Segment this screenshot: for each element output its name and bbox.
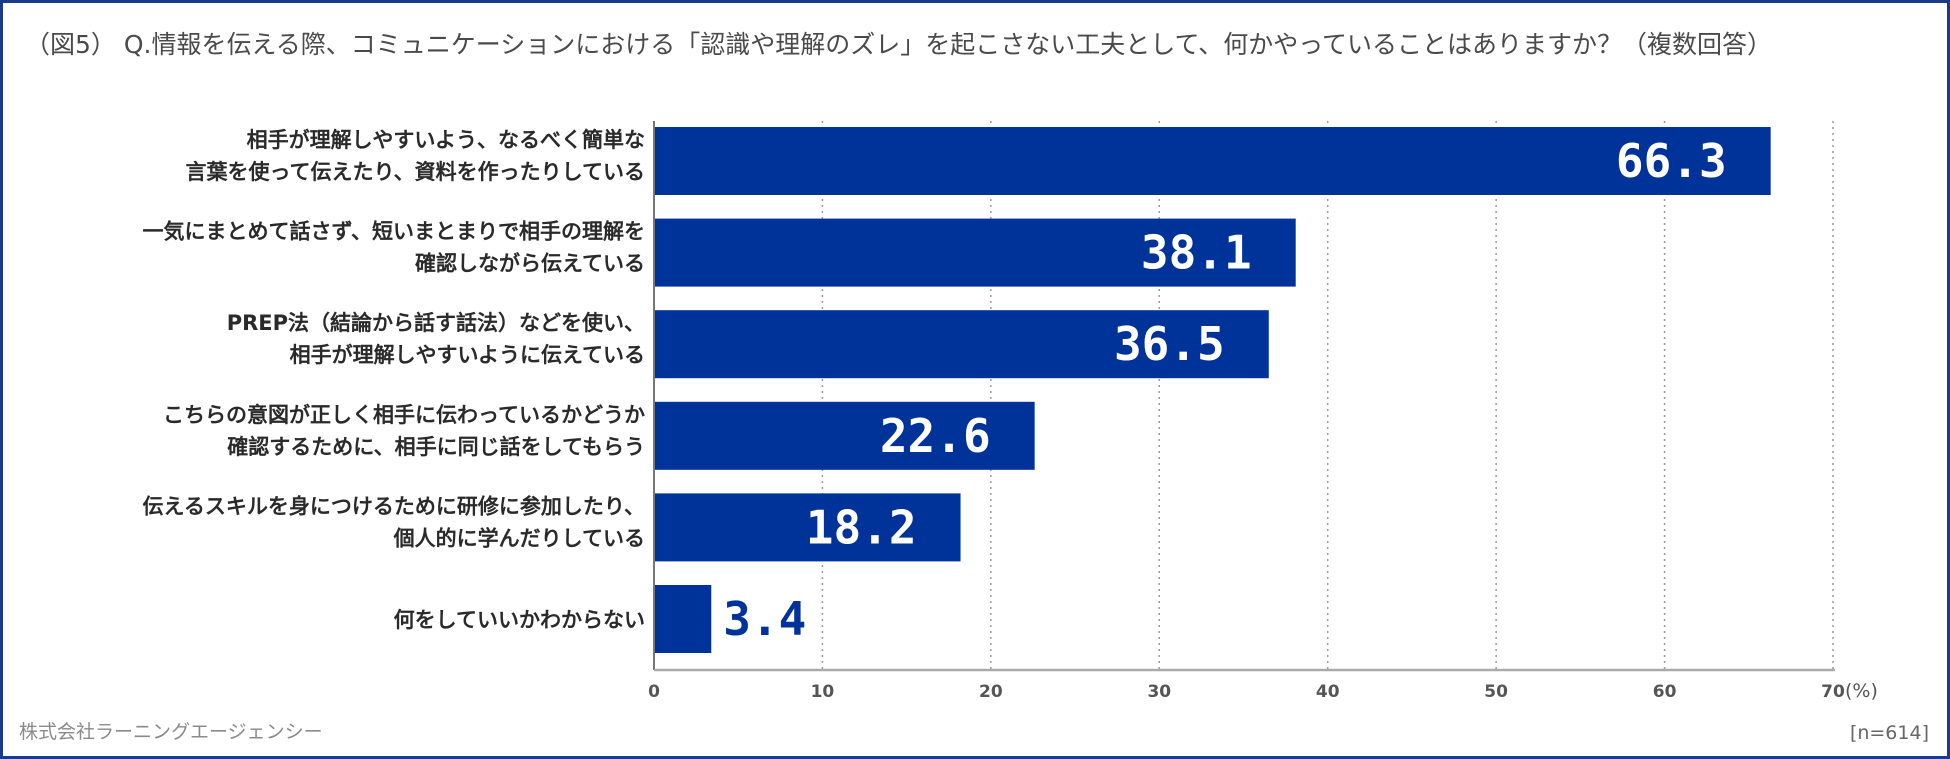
- data-label: 18.2: [806, 500, 917, 554]
- bar: [654, 401, 1035, 470]
- data-label: 36.5: [1114, 317, 1225, 371]
- category-label: 言葉を使って伝えたり、資料を作ったりしている: [186, 160, 645, 184]
- category-label: 一気にまとめて話さず、短いまとまりで相手の理解を: [142, 220, 645, 244]
- category-label: 伝えるスキルを身につけるために研修に参加したり、: [142, 494, 645, 518]
- tick-label: 0: [648, 682, 660, 702]
- bar: [654, 493, 961, 562]
- data-label: 38.1: [1141, 226, 1252, 280]
- category-label: 相手が理解しやすいように伝えている: [290, 343, 645, 367]
- tick-label: 70: [1821, 682, 1845, 702]
- bar: [654, 310, 1269, 379]
- bar-chart: 66.3 相手が理解しやすいよう、なるべく簡単な言葉を使って伝えたり、資料を作った…: [142, 121, 1878, 702]
- data-label: 3.4: [723, 592, 806, 646]
- company-name: 株式会社ラーニングエージェンシー: [19, 721, 323, 743]
- category-label: PREP法（結論から話す話法）などを使い、: [227, 311, 645, 335]
- category-label: 個人的に学んだりしている: [393, 526, 645, 550]
- tick-label: 10: [811, 682, 835, 702]
- bar: [654, 218, 1296, 287]
- tick-label: 20: [979, 682, 1003, 702]
- bar: [654, 127, 1771, 195]
- category-label: 確認しながら伝えている: [415, 252, 645, 276]
- chart-title: （図5） Q.情報を伝える際、コミュニケーションにおける「認識や理解のズレ」を起…: [25, 30, 1772, 59]
- data-label: 66.3: [1616, 134, 1727, 188]
- data-label: 22.6: [880, 409, 991, 463]
- unit-label: (%): [1845, 680, 1878, 702]
- category-label: 確認するために、相手に同じ話をしてもらう: [227, 435, 645, 459]
- category-label: 相手が理解しやすいよう、なるべく簡単な: [247, 128, 645, 152]
- tick-label: 30: [1147, 682, 1171, 702]
- tick-label: 60: [1653, 682, 1677, 702]
- tick-label: 40: [1316, 682, 1340, 702]
- category-label: こちらの意図が正しく相手に伝わっているかどうか: [163, 403, 645, 427]
- tick-label: 50: [1484, 682, 1508, 702]
- bar: [654, 585, 712, 653]
- category-label: 何をしていいかわからない: [394, 608, 645, 632]
- sample-size: [n=614]: [1849, 722, 1929, 744]
